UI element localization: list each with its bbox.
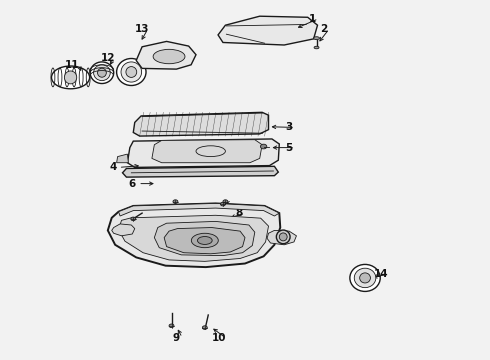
Text: 8: 8 [236,208,243,218]
Polygon shape [119,203,279,216]
Ellipse shape [90,62,114,84]
Ellipse shape [191,233,219,248]
Polygon shape [267,230,296,245]
Ellipse shape [220,202,225,206]
Ellipse shape [314,37,319,40]
Ellipse shape [354,268,376,288]
Text: 1: 1 [309,14,316,24]
Text: 7: 7 [128,231,136,241]
Polygon shape [117,154,128,163]
Polygon shape [119,215,269,261]
Ellipse shape [153,49,185,64]
Text: 4: 4 [109,162,117,172]
Ellipse shape [126,67,137,77]
Text: 9: 9 [173,333,180,343]
Ellipse shape [261,144,267,149]
Ellipse shape [197,237,212,244]
Text: 10: 10 [212,333,227,343]
Ellipse shape [131,217,136,221]
Ellipse shape [276,230,290,244]
Polygon shape [122,166,278,177]
Ellipse shape [202,326,207,329]
Ellipse shape [314,46,319,49]
Polygon shape [127,139,279,167]
Text: 6: 6 [129,179,136,189]
Text: 11: 11 [65,60,80,70]
Polygon shape [136,41,196,69]
Ellipse shape [360,273,370,283]
Ellipse shape [279,233,287,241]
Polygon shape [218,16,318,45]
Polygon shape [164,228,245,254]
Ellipse shape [117,58,146,85]
Text: 13: 13 [135,24,149,34]
Text: 12: 12 [100,53,115,63]
Text: 5: 5 [286,143,293,153]
Text: 3: 3 [286,122,293,132]
Ellipse shape [51,66,90,89]
Ellipse shape [350,264,380,292]
Ellipse shape [169,324,174,328]
Polygon shape [108,203,280,267]
Ellipse shape [98,68,106,77]
Text: 14: 14 [374,269,389,279]
Ellipse shape [121,62,142,82]
Polygon shape [133,112,269,136]
Ellipse shape [64,71,77,84]
Ellipse shape [173,200,178,203]
Polygon shape [152,140,262,163]
Polygon shape [112,224,135,236]
Ellipse shape [94,65,110,81]
Text: 2: 2 [320,24,327,34]
Ellipse shape [223,200,228,203]
Polygon shape [154,221,255,256]
